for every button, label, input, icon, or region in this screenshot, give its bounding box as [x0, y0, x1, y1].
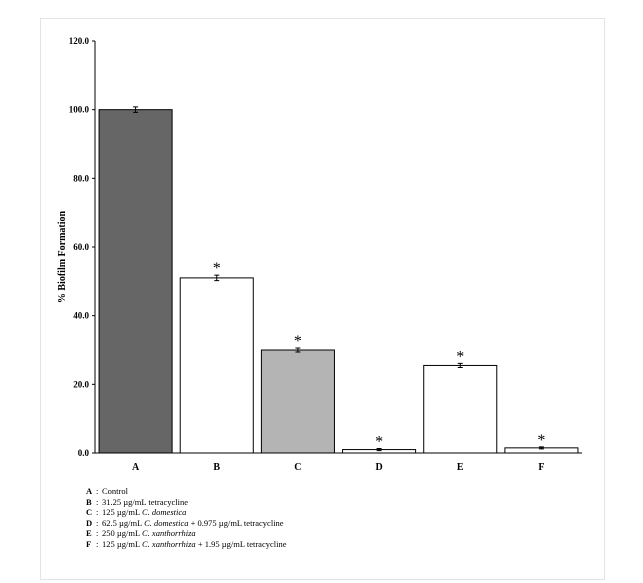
y-tick-label: 20.0: [73, 379, 89, 389]
error-bar-D: [376, 448, 382, 452]
legend-species-name: C. domestica: [144, 517, 189, 528]
x-category-label: F: [538, 462, 544, 473]
error-bar-A: [133, 106, 139, 113]
significance-marker: *: [294, 333, 302, 350]
y-tick-label: 60.0: [73, 242, 89, 252]
y-tick-label: 40.0: [73, 311, 89, 321]
legend-key: C: [86, 507, 93, 518]
legend-item: F:125 µg/mL C. xanthorrhiza + 1.95 µg/mL…: [86, 539, 287, 550]
x-category-label: A: [132, 462, 140, 473]
legend-separator: :: [96, 517, 99, 528]
x-category-label: C: [294, 462, 301, 473]
legend-item: C:125 µg/mL C. domestica: [86, 507, 287, 518]
x-category-label: D: [375, 462, 382, 473]
legend-item: D:62.5 µg/mL C. domestica + 0.975 µg/mL …: [86, 518, 287, 529]
bar-C: [260, 349, 335, 454]
legend: A: Control B:31.25 µg/mL tetracycline C:125…: [86, 486, 287, 550]
y-tick-label: 120.0: [69, 36, 90, 46]
legend-text-part: 250 µg/mL: [102, 528, 142, 539]
error-bar-E: [457, 362, 463, 369]
legend-text-part: 62.5 µg/mL: [102, 517, 145, 528]
legend-separator: :: [96, 496, 99, 507]
legend-key: D: [86, 517, 93, 528]
legend-description: Control: [102, 486, 128, 496]
y-axis-ticks: 0.0 20.0 40.0 60.0 80.0 100.0 120.0: [69, 36, 95, 458]
error-bar-C: [295, 347, 301, 353]
legend-description: 125 µg/mL C. xanthorrhiza + 1.95 µg/mL t…: [102, 539, 287, 549]
bar-A: [98, 109, 173, 454]
legend-key: A: [86, 486, 93, 496]
legend-description: 125 µg/mL C. domestica: [102, 507, 186, 517]
legend-description: 31.25 µg/mL tetracycline: [102, 497, 188, 507]
legend-separator: :: [96, 538, 99, 549]
legend-description: 250 µg/mL C. xanthorrhiza: [102, 528, 196, 538]
significance-marker: *: [456, 348, 464, 365]
legend-separator: :: [96, 507, 99, 518]
legend-text-part: 125 µg/mL: [102, 507, 142, 518]
legend-text-part: 31.25 µg/mL tetracycline: [102, 496, 189, 507]
bars: * * * * *: [98, 106, 579, 454]
legend-species-name: C. xanthorrhiza: [142, 538, 196, 549]
legend-key: E: [86, 528, 92, 539]
legend-text-part: + 0.975 µg/mL tetracycline: [188, 517, 284, 528]
legend-separator: :: [96, 486, 99, 496]
error-bar-B: [214, 274, 220, 282]
significance-marker: *: [375, 434, 383, 451]
bar-B: [179, 277, 254, 454]
x-category-label: B: [213, 462, 220, 473]
legend-item: B:31.25 µg/mL tetracycline: [86, 497, 287, 508]
legend-species-name: C. domestica: [142, 507, 187, 518]
x-category-label: E: [457, 462, 464, 473]
legend-key: B: [86, 496, 92, 507]
legend-item: A: Control: [86, 486, 287, 497]
legend-text-part: Control: [102, 486, 128, 496]
significance-marker: *: [213, 260, 221, 277]
x-axis-categories: A B C D E F: [132, 462, 545, 473]
significance-marker: *: [537, 432, 545, 449]
legend-item: E:250 µg/mL C. xanthorrhiza: [86, 528, 287, 539]
legend-separator: :: [96, 528, 99, 539]
legend-text-part: 125 µg/mL: [102, 538, 142, 549]
y-tick-label: 100.0: [69, 105, 90, 115]
legend-species-name: C. xanthorrhiza: [142, 528, 196, 539]
error-bar-F: [538, 446, 544, 450]
legend-key: F: [86, 538, 92, 549]
y-tick-label: 80.0: [73, 173, 89, 183]
bar-E: [423, 364, 498, 454]
legend-description: 62.5 µg/mL C. domestica + 0.975 µg/mL te…: [102, 518, 284, 528]
legend-text-part: + 1.95 µg/mL tetracycline: [195, 538, 287, 549]
y-axis-label: % Biofilm Formation: [57, 210, 68, 303]
y-tick-label: 0.0: [78, 448, 90, 458]
